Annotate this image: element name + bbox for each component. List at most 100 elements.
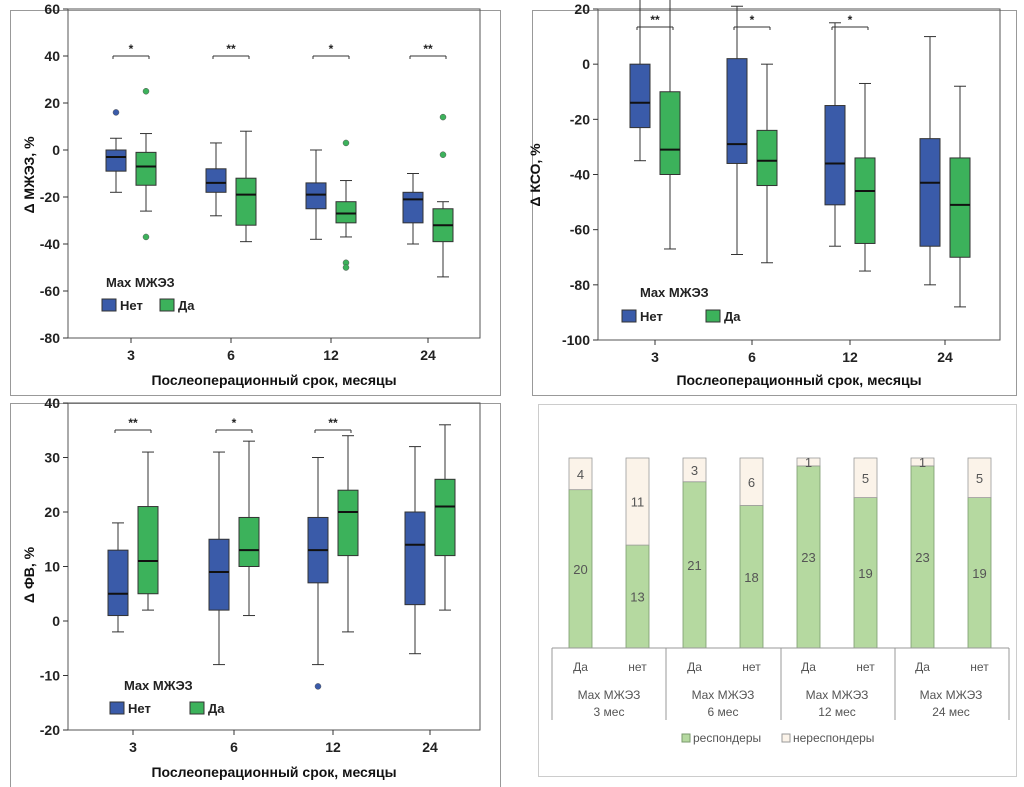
data-label-responders: 18 xyxy=(744,570,758,585)
outlier-point xyxy=(342,264,350,271)
chart-frame xyxy=(10,403,501,787)
significance-bracket: * xyxy=(215,416,253,433)
x-tick-label: 12 xyxy=(842,349,858,365)
box-iqr xyxy=(135,151,157,186)
box-da-6 xyxy=(756,63,778,264)
legend-swatch-net xyxy=(109,701,125,715)
significance-bracket: * xyxy=(733,13,771,30)
legend-swatch-net xyxy=(621,309,637,323)
legend-title: Max МЖЭЗ xyxy=(106,275,175,290)
significance-bracket: ** xyxy=(409,42,447,59)
legend-title: Max МЖЭЗ xyxy=(124,678,193,693)
box-net-24 xyxy=(402,173,424,245)
x-tick-label: Да xyxy=(801,660,816,674)
box-net-6 xyxy=(205,142,227,217)
box-iqr xyxy=(756,129,778,187)
box-iqr xyxy=(107,549,129,617)
x-tick-label: нет xyxy=(856,660,875,674)
box-iqr xyxy=(434,478,456,557)
significance-label: ** xyxy=(650,13,660,27)
box-net-6 xyxy=(726,5,748,255)
y-tick-label: -20 xyxy=(570,111,590,127)
box-da-3 xyxy=(135,88,157,241)
x-tick-label: 6 xyxy=(748,349,756,365)
group-label-line1: Max МЖЭЗ xyxy=(692,688,755,702)
significance-bracket: * xyxy=(831,13,869,30)
bar-segment-nonresponders xyxy=(739,457,764,506)
x-tick-label: 12 xyxy=(325,739,341,755)
group-label-line2: 12 мес xyxy=(818,705,856,719)
y-tick-label: 20 xyxy=(574,1,590,17)
box-iqr xyxy=(854,157,876,244)
y-tick-label: 40 xyxy=(44,48,60,64)
box-iqr xyxy=(205,168,227,193)
stacked-bar-6: 19 5 xyxy=(853,457,878,649)
x-tick-label: 24 xyxy=(422,739,438,755)
group-label-line2: 24 мес xyxy=(932,705,970,719)
group-label-line2: 6 мес xyxy=(708,705,739,719)
data-label-responders: 20 xyxy=(573,562,587,577)
x-tick-label: нет xyxy=(970,660,989,674)
y-tick-label: -20 xyxy=(40,189,60,205)
group-label-line1: Max МЖЭЗ xyxy=(920,688,983,702)
data-label-nonresponders: 1 xyxy=(919,455,926,470)
y-tick-label: -80 xyxy=(570,277,590,293)
y-tick-label: -60 xyxy=(40,283,60,299)
x-tick-label: Да xyxy=(687,660,702,674)
legend-swatch-nonresponders xyxy=(781,733,791,743)
significance-bracket: * xyxy=(112,42,150,59)
significance-label: * xyxy=(129,42,134,56)
significance-label: * xyxy=(329,42,334,56)
data-label-nonresponders: 4 xyxy=(577,467,584,482)
box-net-3 xyxy=(107,522,129,633)
x-tick-label: 6 xyxy=(230,739,238,755)
x-axis-label: Послеоперационный срок, месяцы xyxy=(151,764,396,780)
x-tick-label: нет xyxy=(742,660,761,674)
box-iqr xyxy=(337,489,359,557)
y-tick-label: -20 xyxy=(40,722,60,738)
x-tick-label: 3 xyxy=(651,349,659,365)
data-label-nonresponders: 5 xyxy=(976,471,983,486)
x-axis-label: Послеоперационный срок, месяцы xyxy=(151,372,396,388)
data-label-nonresponders: 5 xyxy=(862,471,869,486)
x-tick-label: нет xyxy=(628,660,647,674)
box-iqr xyxy=(404,511,426,606)
bar-segment-nonresponders xyxy=(910,457,935,467)
x-tick-label: 3 xyxy=(129,739,137,755)
group-label-line1: Max МЖЭЗ xyxy=(578,688,641,702)
box-iqr xyxy=(629,63,651,129)
box-iqr xyxy=(238,516,260,568)
x-tick-label: 3 xyxy=(127,347,135,363)
box-net-6 xyxy=(208,451,230,666)
bar-segment-nonresponders xyxy=(853,457,878,498)
significance-label: * xyxy=(232,416,237,430)
group-label-line1: Max МЖЭЗ xyxy=(806,688,869,702)
y-tick-label: 20 xyxy=(44,504,60,520)
box-da-24 xyxy=(432,113,454,278)
outlier-point xyxy=(142,233,150,241)
x-tick-label: 12 xyxy=(323,347,339,363)
box-net-12 xyxy=(824,22,846,247)
bar-segment-nonresponders xyxy=(796,457,821,467)
box-da-24 xyxy=(949,85,971,308)
box-iqr xyxy=(235,177,257,226)
x-tick-label: Да xyxy=(915,660,930,674)
data-label-nonresponders: 11 xyxy=(631,495,645,510)
significance-bracket: ** xyxy=(114,416,152,433)
box-iqr xyxy=(659,91,681,175)
legend: Max МЖЭЗ Нет Да xyxy=(109,678,225,716)
outlier-point xyxy=(439,113,447,121)
y-tick-label: 20 xyxy=(44,95,60,111)
y-tick-label: -80 xyxy=(40,330,60,346)
legend-swatch-net xyxy=(101,298,117,312)
legend: Max МЖЭЗ Нет Да xyxy=(621,285,741,324)
box-da-3 xyxy=(137,451,159,611)
box-iqr xyxy=(137,506,159,595)
outlier-point xyxy=(314,683,322,690)
box-da-12 xyxy=(337,435,359,633)
bar-segment-nonresponders xyxy=(625,457,650,546)
data-label-responders: 19 xyxy=(858,566,872,581)
